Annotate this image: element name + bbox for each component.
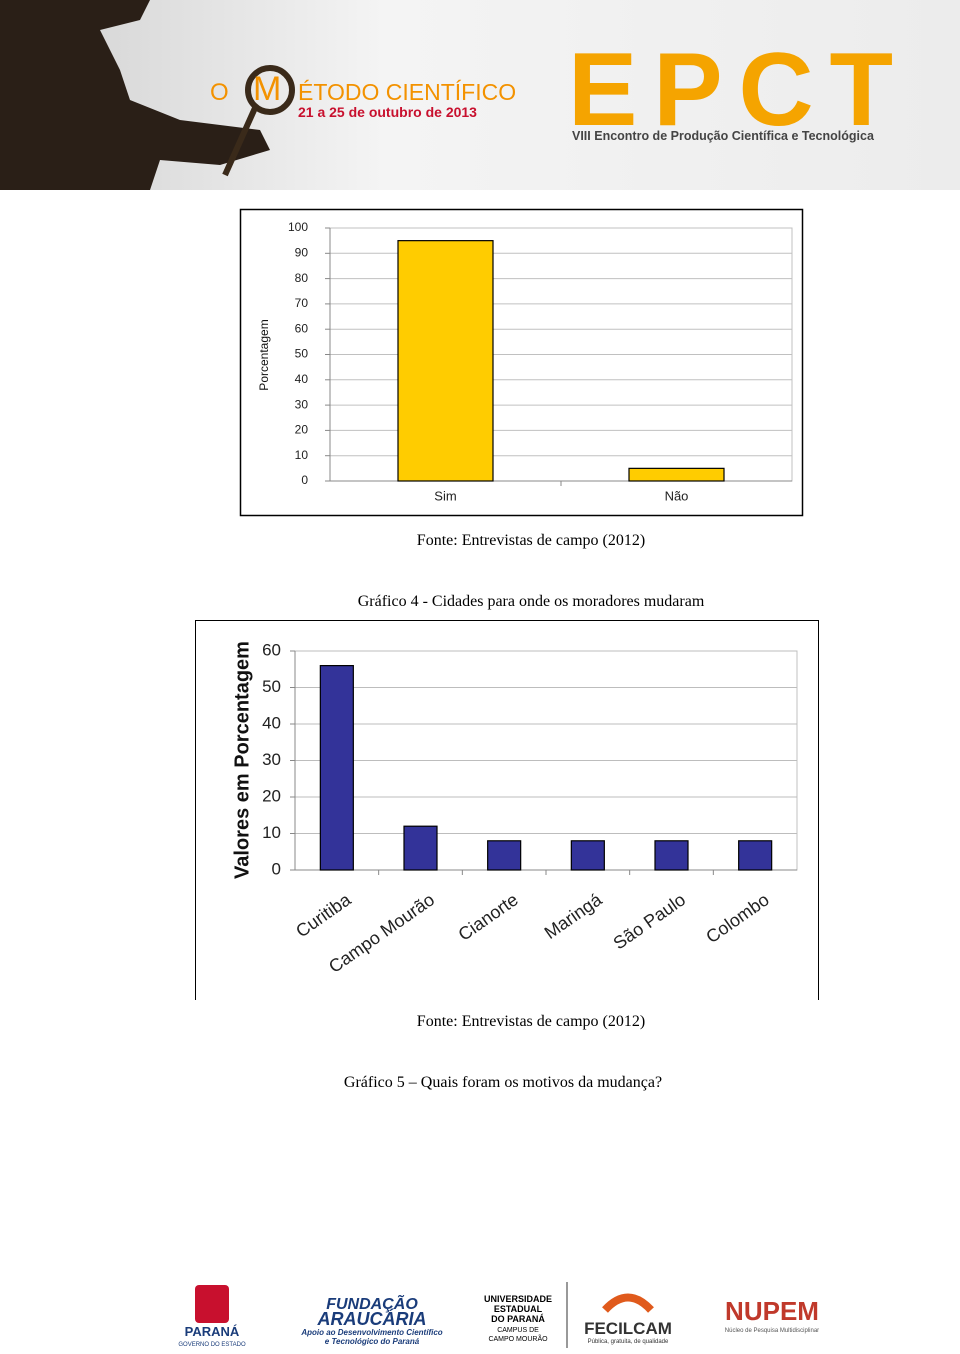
magnifier [245,65,295,115]
source: Fonte: Entrevistas de campo (2012) [417,1013,645,1030]
y-tick-label: 100 [288,220,308,234]
chart-frame [195,620,819,1000]
logo-text: ARAUCÁRIA [317,1308,427,1329]
bar [319,664,354,871]
y-tick-label: 80 [295,271,309,285]
logo-text: FUNDAÇÃO [326,1293,418,1313]
title-prefix: O [210,79,229,106]
source: Fonte: Entrevistas de campo (2012) [417,532,645,549]
silhouette [0,0,270,190]
bar [570,840,605,871]
caption: Gráfico 5 – Quais foram os motivos da mu… [344,1074,662,1091]
x-tick-label: Curitiba [292,889,355,942]
y-tick-label: 90 [295,245,309,259]
logo-text: DO PARANÁ [491,1314,545,1324]
parana-crest [195,1285,229,1323]
bar [654,840,689,871]
title-rest: ÉTODO CIENTÍFICO [298,79,516,105]
x-tick-label: Cianorte [455,889,522,944]
subtitle: VIII Encontro de Produção Científica e T… [572,129,875,143]
logo-text: GOVERNO DO ESTADO [178,1342,246,1348]
bar [403,825,438,871]
logo-text: Pública, gratuita, de qualidade [588,1339,669,1345]
y-tick-label: 60 [262,640,281,659]
logo-text: CAMPUS DE [497,1327,539,1334]
footer: PARANÁ GOVERNO DO ESTADO FUNDAÇÃO ARAUCÁ… [178,1282,819,1348]
y-tick-label: 0 [272,859,281,878]
magnifier-handle [222,106,258,177]
y-tick-label: 10 [262,823,281,842]
logo-text: e Tecnológico do Paraná [325,1337,420,1346]
logo-text: Apoio ao Desenvolvimento Científico [300,1328,442,1337]
logo-text: UNIVERSIDADE [484,1294,552,1304]
y-tick-label: 10 [295,448,309,462]
x-tick-label: São Paulo [610,889,690,953]
logo-text: Núcleo de Pesquisa Multidisciplinar [725,1328,819,1334]
title-initial: M [253,70,281,108]
y-tick-label: 60 [295,321,309,335]
y-tick-label: 0 [301,473,308,487]
fecilcam-arch [602,1293,654,1313]
x-tick-label: Maringá [541,889,607,943]
logo-text: PARANÁ [185,1324,240,1339]
logo-text: CAMPO MOURÃO [488,1334,548,1343]
y-tick-label: 20 [262,786,281,805]
chart-2: 0 10 20 30 40 50 60 Valores em Porcentagem Curit… [195,620,819,1000]
y-tick-label: 20 [295,423,309,437]
y-tick-label: 30 [295,397,309,411]
dates: 21 a 25 de outubro de 2013 [298,104,477,120]
y-tick-label: 40 [262,713,281,732]
x-tick-label: Sim [434,488,456,503]
header: O M ÉTODO CIENTÍFICO 21 a 25 de outubro … [0,0,960,190]
chart-1: 0 10 20 30 40 50 60 70 80 90 100 Porcentagem Sim Não [239,208,804,517]
y-tick-label: 40 [295,372,309,386]
y-tick-label: 30 [262,750,281,769]
bar [628,467,725,482]
logo-text: NUPEM [725,1296,819,1326]
y-axis-label: Porcentagem [257,319,271,390]
logo-text: ESTADUAL [494,1304,543,1314]
y-axis-label: Valores em Porcentagem [231,641,253,879]
y-tick-label: 70 [295,296,309,310]
x-tick-label: Não [665,488,689,503]
bar [487,840,522,871]
y-tick-label: 50 [295,347,309,361]
bar [397,240,494,482]
y-tick-label: 50 [262,677,281,696]
x-tick-label: Colombo [702,889,772,947]
caption: Gráfico 4 - Cidades para onde os morador… [358,593,705,610]
logo-text: FECILCAM [584,1319,672,1338]
bar [738,840,773,871]
